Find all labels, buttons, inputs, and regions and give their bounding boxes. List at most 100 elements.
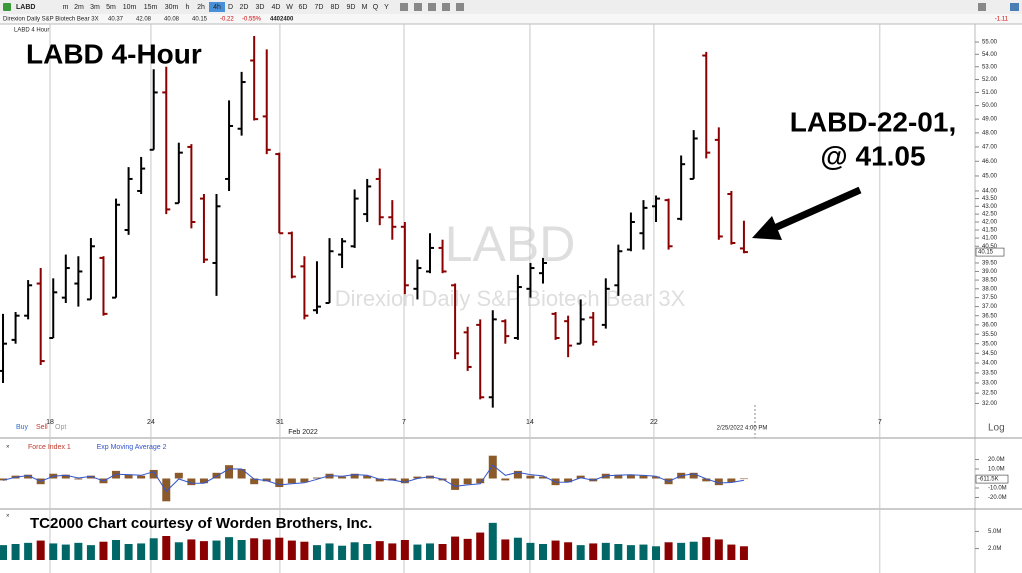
chart-annotation-title: LABD 4-Hour bbox=[26, 38, 202, 69]
trade-button[interactable]: Buy bbox=[16, 424, 29, 431]
timeframe-button[interactable]: 2h bbox=[197, 4, 205, 11]
timeframe-button[interactable]: 3m bbox=[90, 4, 100, 11]
volume-bar bbox=[225, 537, 234, 560]
volume-bar bbox=[601, 542, 610, 560]
volume-bar bbox=[400, 540, 409, 560]
x-tick-label: 18 bbox=[46, 419, 54, 426]
y-tick-label: 2.0M bbox=[988, 546, 1001, 552]
volume-bar bbox=[325, 543, 334, 560]
timeframe-button[interactable]: W bbox=[286, 4, 293, 11]
timeframe-button[interactable]: 3D bbox=[256, 4, 265, 11]
volume-bar bbox=[49, 543, 58, 560]
volume-bar bbox=[425, 543, 434, 560]
y-tick-label: 38.50 bbox=[982, 278, 998, 284]
quote-low: 40.08 bbox=[164, 17, 180, 23]
trade-button[interactable]: Sell bbox=[36, 424, 48, 431]
volume-bar bbox=[338, 545, 347, 560]
force-bar bbox=[652, 476, 661, 479]
volume-bar bbox=[275, 537, 284, 560]
y-tick-label: 39.50 bbox=[982, 261, 998, 267]
volume-bar bbox=[187, 539, 196, 560]
timeframe-button[interactable]: 15m bbox=[144, 4, 158, 11]
watermark-symbol: LABD bbox=[445, 216, 576, 272]
volume-bar bbox=[576, 545, 585, 560]
volume-bar bbox=[539, 544, 548, 560]
timeframe-button[interactable]: 10m bbox=[123, 4, 137, 11]
volume-bar bbox=[24, 542, 33, 560]
x-tick-label: 22 bbox=[650, 419, 658, 426]
timeframe-button[interactable]: D bbox=[228, 4, 233, 11]
force-bar bbox=[0, 478, 8, 481]
symbol[interactable]: LABD bbox=[16, 4, 35, 11]
force-bar bbox=[338, 476, 347, 479]
active-timeframe bbox=[209, 2, 225, 12]
timeframe-button[interactable]: m bbox=[63, 4, 69, 11]
timeframe-button[interactable]: 6D bbox=[299, 4, 308, 11]
force-bar bbox=[24, 474, 33, 479]
y-tick-label: 33.50 bbox=[982, 370, 998, 376]
force-bar bbox=[174, 472, 183, 479]
volume-bar bbox=[438, 544, 447, 560]
pane-close: × bbox=[6, 445, 10, 451]
volume-bar bbox=[99, 541, 108, 560]
force-bar bbox=[300, 478, 309, 483]
timeframe-button[interactable]: 2m bbox=[74, 4, 84, 11]
volume-bar bbox=[300, 541, 309, 560]
value-box bbox=[975, 474, 1009, 484]
timeframe-button[interactable]: h bbox=[186, 4, 190, 11]
force-bar bbox=[250, 478, 259, 485]
force-bar bbox=[576, 475, 585, 479]
trade-button[interactable]: Opt bbox=[55, 424, 66, 431]
y-tick-label: 45.00 bbox=[982, 174, 998, 180]
value-label: -611.5K bbox=[978, 477, 999, 483]
trade-note: LABD-22-01, bbox=[790, 106, 956, 137]
timeframe-button[interactable]: Y bbox=[384, 4, 389, 11]
force-bar bbox=[375, 478, 384, 482]
volume-bar bbox=[488, 522, 497, 560]
pane-close: × bbox=[6, 514, 10, 520]
volume-bar bbox=[137, 543, 146, 560]
force-bar bbox=[476, 478, 485, 484]
timeframe-button[interactable]: M bbox=[362, 4, 368, 11]
force-bar bbox=[488, 455, 497, 479]
timeframe-button[interactable]: 30m bbox=[165, 4, 179, 11]
quote-volume: 4402400 bbox=[270, 17, 294, 23]
y-tick-label: 5.0M bbox=[988, 529, 1001, 535]
y-tick-label: 39.00 bbox=[982, 269, 998, 275]
y-tick-label: 34.00 bbox=[982, 361, 998, 367]
force-bar bbox=[614, 474, 623, 479]
last-price-box bbox=[975, 247, 1005, 257]
volume-bar bbox=[664, 542, 673, 560]
timeframe-button[interactable]: 4D bbox=[272, 4, 281, 11]
force-bar bbox=[639, 475, 648, 479]
timeframe-button[interactable]: 7D bbox=[315, 4, 324, 11]
legend-entry[interactable]: Exp Moving Average 2 bbox=[97, 444, 167, 451]
volume-bar bbox=[652, 546, 661, 560]
force-bar bbox=[413, 476, 422, 479]
volume-bar bbox=[312, 545, 321, 560]
scale-button[interactable]: Log bbox=[988, 423, 1005, 434]
y-tick-label: 44.00 bbox=[982, 189, 998, 195]
force-bar bbox=[501, 478, 510, 481]
y-tick-label: 20.0M bbox=[988, 457, 1005, 463]
timeframe-button[interactable]: Q bbox=[373, 4, 379, 11]
force-bar bbox=[626, 474, 635, 479]
volume-bar bbox=[112, 540, 121, 560]
last-price-label: 40.15 bbox=[978, 250, 994, 256]
volume-bar bbox=[476, 532, 485, 560]
legend-entry[interactable]: Force Index 1 bbox=[28, 444, 71, 451]
timeframe-button[interactable]: 9D bbox=[347, 4, 356, 11]
add-icon[interactable] bbox=[3, 3, 11, 11]
timeframe-button[interactable]: 8D bbox=[331, 4, 340, 11]
timeframe-button[interactable]: 2D bbox=[240, 4, 249, 11]
volume-bar bbox=[388, 543, 397, 560]
timeframe-button[interactable]: 4h bbox=[213, 4, 221, 11]
y-tick-label: 37.50 bbox=[982, 295, 998, 301]
quote-name: Direxion Daily S&P Biotech Bear 3X bbox=[3, 17, 99, 23]
timeframe-button[interactable]: 5m bbox=[106, 4, 116, 11]
x-tick-label: 24 bbox=[147, 419, 155, 426]
force-bar bbox=[539, 476, 548, 479]
volume-bar bbox=[363, 544, 372, 560]
force-bar bbox=[350, 473, 359, 479]
force-bar bbox=[74, 478, 83, 480]
